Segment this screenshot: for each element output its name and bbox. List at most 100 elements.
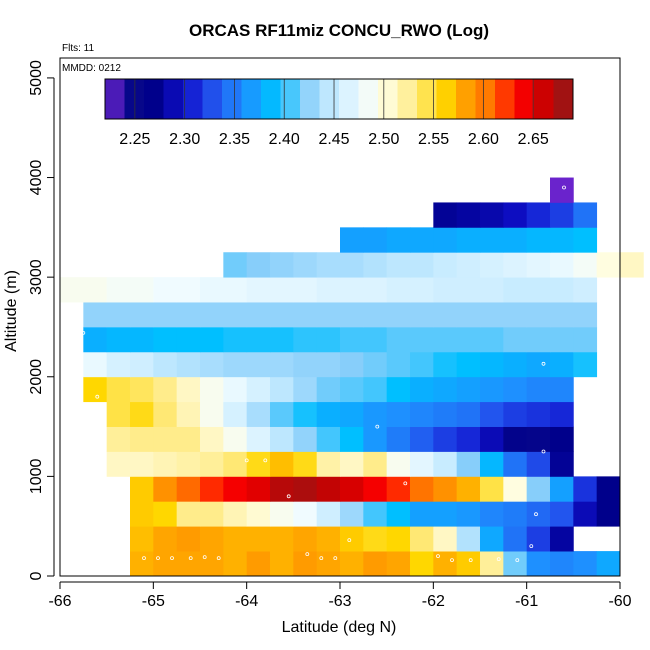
heatmap-cell: [246, 252, 271, 278]
heatmap-cell: [503, 401, 528, 427]
heatmap-cell: [83, 277, 108, 303]
heatmap-cell: [176, 426, 201, 452]
heatmap-cell: [363, 401, 388, 427]
sample-point: [403, 481, 408, 486]
heatmap-cell: [340, 476, 364, 502]
heatmap-cell: [60, 277, 84, 303]
heatmap-cell: [316, 252, 341, 278]
heatmap-cell: [176, 351, 201, 378]
heatmap-cell: [526, 351, 551, 378]
heatmap-cell: [270, 401, 294, 427]
sample-point: [534, 512, 538, 517]
heatmap-cell: [340, 252, 364, 278]
colorbar-swatch: [378, 79, 398, 119]
heatmap-cell: [106, 351, 131, 378]
heatmap-cell: [246, 501, 271, 527]
heatmap-cell: [223, 501, 248, 527]
heatmap-cell: [456, 426, 481, 452]
heatmap-cell: [386, 302, 411, 328]
heatmap-cell: [316, 302, 341, 328]
heatmap-cell: [526, 326, 551, 353]
heatmap-cell: [176, 277, 201, 303]
sample-point: [375, 424, 380, 429]
colorbar-swatch: [163, 79, 184, 119]
heatmap-cell: [620, 252, 644, 278]
sample-point: [216, 556, 221, 560]
sample-points: [81, 185, 566, 562]
sample-point: [333, 556, 338, 560]
heatmap-cell: [433, 451, 458, 477]
heatmap-cell: [456, 451, 481, 477]
heatmap-cell: [106, 426, 131, 452]
heatmap-cell: [200, 451, 224, 477]
heatmap-cell: [200, 551, 224, 577]
chart-title: ORCAS RF11miz CONCU_RWO (Log): [189, 21, 489, 40]
colorbar-swatch: [339, 79, 359, 119]
x-tick-label: -65: [142, 593, 165, 610]
heatmap-cell: [130, 302, 154, 328]
heatmap-cell: [270, 351, 294, 378]
y-tick-label: 2000: [28, 359, 45, 395]
heatmap-cell: [550, 326, 574, 353]
heatmap-cell: [176, 376, 201, 403]
heatmap-cell: [200, 426, 224, 452]
heatmap-cell: [550, 476, 574, 502]
heatmap-cell: [270, 302, 294, 328]
heatmap-cell: [316, 451, 341, 477]
heatmap-cell: [83, 326, 108, 353]
heatmap-cell: [386, 426, 411, 452]
heatmap-cell: [410, 326, 434, 353]
heatmap-cell: [363, 426, 388, 452]
heatmap-cell: [153, 451, 178, 477]
heatmap-cell: [316, 426, 341, 452]
sample-point: [81, 330, 86, 335]
heatmap-cell: [293, 476, 318, 502]
sample-point: [156, 556, 160, 560]
y-tick-label: 1000: [28, 458, 45, 494]
heatmap-cell: [106, 376, 131, 403]
heatmap-cell: [176, 551, 201, 577]
heatmap-cell: [596, 501, 621, 527]
sample-point: [496, 557, 501, 561]
heatmap-cell: [573, 351, 598, 378]
heatmap-cell: [340, 426, 364, 452]
heatmap-cell: [293, 252, 318, 278]
heatmap-cell: [106, 277, 131, 303]
heatmap-cell: [410, 302, 434, 328]
heatmap-cell: [503, 227, 528, 253]
heatmap-cell: [550, 277, 574, 303]
heatmap-cell: [363, 451, 388, 477]
heatmap-cell: [480, 202, 504, 228]
heatmap-cell: [503, 526, 528, 552]
heatmap-cell: [340, 351, 364, 378]
heatmap-cell: [480, 326, 504, 353]
heatmap-cell: [246, 426, 271, 452]
colorbar-tick-label: 2.50: [368, 131, 399, 148]
heatmap-cell: [340, 277, 364, 303]
heatmap-cell: [153, 277, 178, 303]
heatmap-cell: [550, 426, 574, 452]
heatmap-cell: [386, 227, 411, 253]
colorbar-swatch: [358, 79, 379, 119]
sample-point: [541, 361, 546, 366]
heatmap-cell: [130, 277, 154, 303]
heatmap-cell: [410, 351, 434, 378]
heatmap-cell: [386, 401, 411, 427]
heatmap-cell: [573, 501, 598, 527]
x-tick-label: -62: [422, 593, 445, 610]
heatmap-cell: [200, 302, 224, 328]
colorbar-swatch: [241, 79, 262, 119]
heatmap-cell: [200, 326, 224, 353]
heatmap-cell: [223, 277, 248, 303]
heatmap-cell: [293, 426, 318, 452]
heatmap-cell: [480, 401, 504, 427]
heatmap-cell: [456, 202, 481, 228]
heatmap-cell: [433, 351, 458, 378]
heatmap-cell: [223, 302, 248, 328]
heatmap-cell: [550, 376, 574, 403]
heatmap-cell: [386, 501, 411, 527]
heatmap-cell: [386, 326, 411, 353]
heatmap-cell: [386, 526, 411, 552]
heatmap-cell: [293, 401, 318, 427]
heatmap-cell: [456, 351, 481, 378]
